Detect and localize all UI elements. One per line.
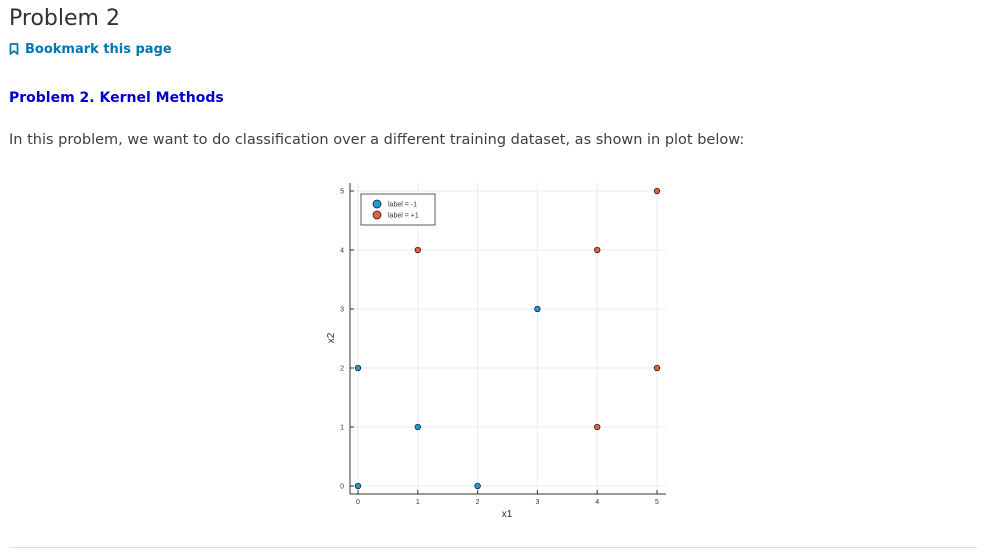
x-tick-label: 1 [416, 499, 420, 506]
x-tick-label: 0 [356, 499, 360, 506]
data-point [414, 423, 421, 431]
tick-labels: 0 1 2 3 4 5 0 1 2 3 4 5 [340, 189, 659, 507]
legend-marker [372, 199, 382, 209]
section-heading: Problem 2. Kernel Methods [9, 90, 224, 106]
data-points [354, 187, 661, 490]
x-tick-label: 5 [655, 499, 659, 506]
legend: label = -1 label = +1 [360, 193, 436, 226]
bookmark-label: Bookmark this page [25, 42, 172, 57]
x-axis-label: x1 [502, 509, 513, 520]
divider [9, 547, 977, 548]
data-point [594, 246, 601, 254]
data-point [354, 364, 362, 372]
y-tick-label: 3 [340, 307, 344, 314]
data-point [534, 305, 541, 313]
y-tick-label: 4 [340, 248, 344, 255]
x-tick-label: 2 [476, 499, 480, 506]
legend-box [360, 193, 436, 226]
x-tick-label: 3 [535, 499, 539, 506]
data-point [653, 364, 661, 372]
y-tick-label: 2 [340, 366, 344, 373]
y-tick-label: 5 [340, 189, 344, 196]
legend-marker [372, 210, 382, 220]
data-point [354, 482, 362, 490]
scatter-plot: 0 1 2 3 4 5 0 1 2 3 4 5 x1 x2 label = -1 label = +1 [320, 178, 680, 523]
scatter-plot-svg: 0 1 2 3 4 5 0 1 2 3 4 5 x1 x2 label = -1 label = +1 [326, 183, 666, 520]
data-point [653, 187, 661, 195]
y-tick-label: 0 [340, 484, 344, 491]
intro-text: In this problem, we want to do classific… [9, 132, 745, 148]
y-tick-label: 1 [340, 425, 344, 432]
data-point [594, 423, 601, 431]
plot-grid [350, 183, 666, 494]
data-point [474, 482, 481, 490]
data-point [414, 246, 421, 254]
legend-label: label = +1 [388, 213, 419, 220]
bookmark-button[interactable]: Bookmark this page [9, 40, 172, 59]
plot-axes [349, 183, 666, 495]
page-title: Problem 2 [9, 6, 120, 31]
legend-label: label = -1 [388, 202, 417, 209]
bookmark-icon [9, 40, 19, 59]
y-axis-label: x2 [326, 332, 337, 343]
x-tick-label: 4 [595, 499, 599, 506]
